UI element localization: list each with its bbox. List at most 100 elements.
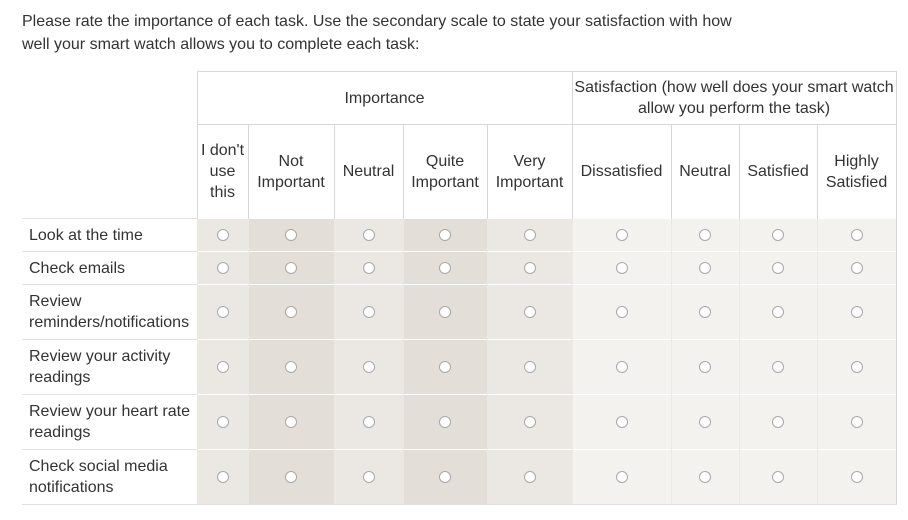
radio-dissatisfied[interactable] (615, 262, 628, 275)
rating-cell[interactable] (486, 339, 573, 395)
rating-cell[interactable] (816, 449, 897, 505)
rating-cell[interactable] (196, 394, 248, 450)
radio-highly-satisfied[interactable] (850, 416, 863, 429)
radio-quite-important[interactable] (439, 416, 451, 429)
radio-not-important[interactable] (285, 229, 297, 242)
rating-cell[interactable] (333, 218, 403, 252)
rating-cell[interactable] (333, 394, 403, 450)
radio-importance-neutral[interactable] (362, 306, 375, 319)
rating-cell[interactable] (571, 251, 672, 285)
radio-not-important[interactable] (285, 471, 297, 484)
radio-highly-satisfied[interactable] (850, 262, 863, 275)
rating-cell[interactable] (816, 284, 897, 340)
radio-satisfied[interactable] (772, 361, 785, 374)
rating-cell[interactable] (816, 251, 897, 285)
rating-cell[interactable] (571, 218, 672, 252)
radio-highly-satisfied[interactable] (850, 361, 863, 374)
rating-cell[interactable] (196, 284, 248, 340)
radio-highly-satisfied[interactable] (850, 306, 863, 319)
radio-satisfaction-neutral[interactable] (699, 306, 712, 319)
radio-importance-neutral[interactable] (362, 262, 375, 275)
radio-satisfied[interactable] (772, 416, 785, 429)
rating-cell[interactable] (196, 251, 248, 285)
radio-importance-neutral[interactable] (362, 361, 375, 374)
radio-quite-important[interactable] (439, 262, 451, 275)
rating-cell[interactable] (402, 284, 487, 340)
rating-cell[interactable] (670, 394, 740, 450)
radio-dont-use[interactable] (216, 471, 229, 484)
radio-satisfaction-neutral[interactable] (699, 262, 712, 275)
radio-satisfied[interactable] (772, 262, 785, 275)
rating-cell[interactable] (738, 284, 818, 340)
radio-very-important[interactable] (523, 471, 536, 484)
rating-cell[interactable] (196, 449, 248, 505)
radio-dissatisfied[interactable] (615, 306, 628, 319)
rating-cell[interactable] (247, 394, 334, 450)
rating-cell[interactable] (333, 339, 403, 395)
rating-cell[interactable] (333, 251, 403, 285)
rating-cell[interactable] (486, 251, 573, 285)
radio-importance-neutral[interactable] (362, 229, 375, 242)
radio-not-important[interactable] (285, 416, 297, 429)
rating-cell[interactable] (670, 251, 740, 285)
rating-cell[interactable] (402, 449, 487, 505)
rating-cell[interactable] (738, 251, 818, 285)
radio-dont-use[interactable] (216, 361, 229, 374)
radio-not-important[interactable] (285, 306, 297, 319)
radio-quite-important[interactable] (439, 229, 451, 242)
rating-cell[interactable] (196, 218, 248, 252)
radio-very-important[interactable] (523, 262, 536, 275)
rating-cell[interactable] (670, 218, 740, 252)
radio-quite-important[interactable] (439, 306, 451, 319)
radio-dissatisfied[interactable] (615, 471, 628, 484)
rating-cell[interactable] (486, 218, 573, 252)
rating-cell[interactable] (486, 449, 573, 505)
rating-cell[interactable] (486, 394, 573, 450)
rating-cell[interactable] (247, 284, 334, 340)
radio-dont-use[interactable] (216, 229, 229, 242)
radio-dont-use[interactable] (216, 416, 229, 429)
rating-cell[interactable] (402, 251, 487, 285)
rating-cell[interactable] (670, 449, 740, 505)
rating-cell[interactable] (333, 449, 403, 505)
radio-highly-satisfied[interactable] (850, 229, 863, 242)
rating-cell[interactable] (738, 339, 818, 395)
radio-satisfaction-neutral[interactable] (699, 229, 712, 242)
radio-not-important[interactable] (285, 262, 297, 275)
radio-highly-satisfied[interactable] (850, 471, 863, 484)
radio-satisfied[interactable] (772, 306, 785, 319)
rating-cell[interactable] (571, 284, 672, 340)
rating-cell[interactable] (247, 449, 334, 505)
radio-very-important[interactable] (523, 229, 536, 242)
rating-cell[interactable] (816, 218, 897, 252)
rating-cell[interactable] (816, 339, 897, 395)
rating-cell[interactable] (247, 339, 334, 395)
radio-very-important[interactable] (523, 306, 536, 319)
rating-cell[interactable] (816, 394, 897, 450)
radio-importance-neutral[interactable] (362, 416, 375, 429)
radio-very-important[interactable] (523, 416, 536, 429)
rating-cell[interactable] (670, 284, 740, 340)
radio-quite-important[interactable] (439, 471, 451, 484)
rating-cell[interactable] (247, 251, 334, 285)
radio-satisfied[interactable] (772, 471, 785, 484)
radio-satisfaction-neutral[interactable] (699, 361, 712, 374)
radio-dissatisfied[interactable] (615, 229, 628, 242)
rating-cell[interactable] (670, 339, 740, 395)
rating-cell[interactable] (402, 218, 487, 252)
rating-cell[interactable] (738, 218, 818, 252)
rating-cell[interactable] (196, 339, 248, 395)
rating-cell[interactable] (738, 449, 818, 505)
rating-cell[interactable] (571, 394, 672, 450)
radio-dissatisfied[interactable] (615, 361, 628, 374)
radio-quite-important[interactable] (439, 361, 451, 374)
radio-satisfaction-neutral[interactable] (699, 471, 712, 484)
rating-cell[interactable] (571, 339, 672, 395)
radio-satisfaction-neutral[interactable] (699, 416, 712, 429)
radio-very-important[interactable] (523, 361, 536, 374)
rating-cell[interactable] (402, 339, 487, 395)
radio-dont-use[interactable] (216, 306, 229, 319)
rating-cell[interactable] (486, 284, 573, 340)
radio-dont-use[interactable] (216, 262, 229, 275)
rating-cell[interactable] (333, 284, 403, 340)
